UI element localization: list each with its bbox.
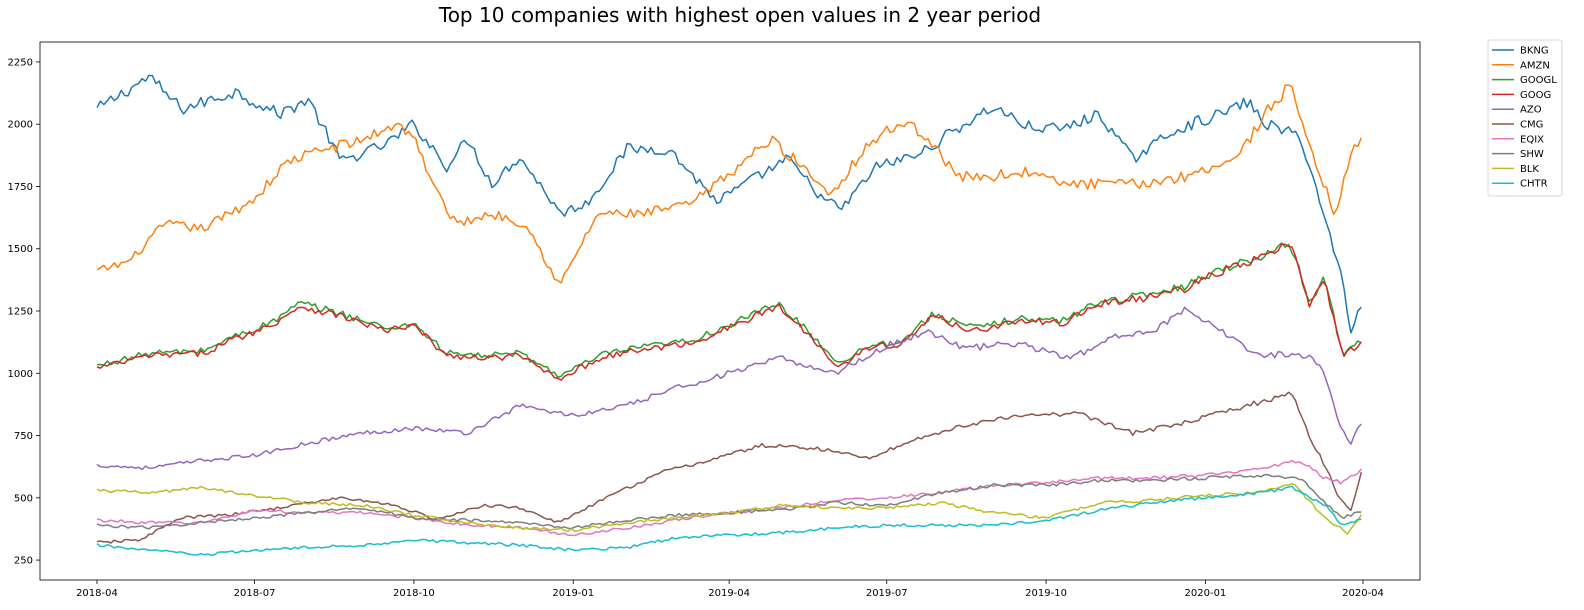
series-line-chtr [96,485,1362,557]
y-tick-label: 2000 [8,120,33,131]
series-line-bkng [96,74,1362,334]
series-lines [96,74,1363,557]
x-tick-label: 2019-10 [1025,588,1067,599]
x-tick-label: 2018-04 [76,588,118,599]
y-tick-label: 500 [14,493,33,504]
legend-label-bkng: BKNG [1520,46,1549,57]
y-tick-label: 1250 [8,307,33,318]
series-line-googl [96,242,1362,379]
legend-label-shw: SHW [1520,149,1544,160]
x-tick-label: 2019-01 [552,588,594,599]
legend-label-chtr: CHTR [1520,179,1548,190]
y-tick-label: 1000 [8,369,33,380]
y-tick-label: 2250 [8,57,33,68]
legend-label-goog: GOOG [1520,90,1551,101]
x-tick-label: 2018-10 [393,588,435,599]
series-line-azo [96,306,1362,471]
legend-label-eqix: EQIX [1520,134,1544,145]
legend: BKNG AMZN GOOGL GOOG AZO CMG EQIX SHW BLK CHTR [1487,39,1563,197]
x-tick-label: 2018-07 [234,588,276,599]
legend-label-amzn: AMZN [1520,60,1550,71]
series-line-goog [96,243,1362,381]
axes: 250 500 750 1000 1250 1500 1750 2000 2250 2018-04… [8,41,1421,599]
series-line-amzn [96,84,1362,284]
x-tick-label: 2020-04 [1342,588,1384,599]
legend-label-cmg: CMG [1520,120,1543,131]
chart-title: Top 10 companies with highest open value… [438,3,1041,27]
y-tick-label: 1500 [8,244,33,255]
series-line-cmg [96,391,1363,544]
legend-label-googl: GOOGL [1520,75,1557,86]
x-tick-label: 2020-01 [1185,588,1227,599]
plot-frame [39,41,1421,581]
x-tick-label: 2019-04 [708,588,750,599]
x-tick-label: 2019-07 [866,588,908,599]
legend-label-blk: BLK [1520,164,1539,175]
y-tick-label: 1750 [8,182,33,193]
series-line-shw [96,473,1362,530]
y-tick-label: 250 [14,556,33,567]
legend-label-azo: AZO [1520,105,1542,116]
series-line-blk [96,482,1362,535]
y-tick-label: 750 [14,431,33,442]
